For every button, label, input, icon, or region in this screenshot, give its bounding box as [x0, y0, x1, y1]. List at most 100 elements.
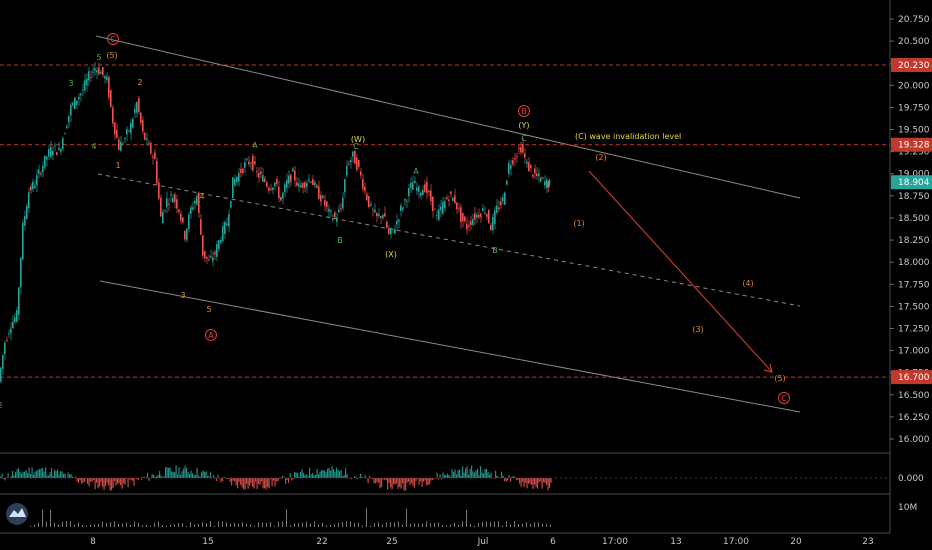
- candle-body[interactable]: [206, 256, 208, 259]
- candle-body[interactable]: [382, 215, 384, 218]
- candle-body[interactable]: [254, 161, 256, 165]
- candle-body[interactable]: [108, 77, 110, 98]
- candle-body[interactable]: [184, 231, 186, 240]
- candle-body[interactable]: [282, 192, 284, 199]
- candle-body[interactable]: [14, 317, 16, 322]
- candle-body[interactable]: [286, 179, 288, 188]
- candle-body[interactable]: [178, 209, 180, 212]
- candle-body[interactable]: [236, 176, 238, 183]
- candle-body[interactable]: [190, 207, 192, 214]
- candle-body[interactable]: [392, 228, 394, 230]
- candle-body[interactable]: [272, 187, 274, 191]
- candle-body[interactable]: [318, 186, 320, 199]
- candle-body[interactable]: [170, 194, 172, 196]
- candle-body[interactable]: [106, 76, 108, 81]
- candle-body[interactable]: [228, 214, 230, 227]
- candle-body[interactable]: [380, 216, 382, 218]
- candle-body[interactable]: [58, 148, 60, 150]
- candle-body[interactable]: [256, 170, 258, 172]
- candle-body[interactable]: [158, 182, 160, 199]
- candle-body[interactable]: [498, 207, 500, 210]
- candle-body[interactable]: [90, 77, 92, 79]
- candle-body[interactable]: [224, 222, 226, 234]
- candle-body[interactable]: [548, 179, 551, 186]
- candle-body[interactable]: [202, 235, 204, 256]
- candle-body[interactable]: [426, 181, 428, 193]
- candle-body[interactable]: [298, 183, 300, 187]
- candle-body[interactable]: [212, 257, 214, 262]
- candle-body[interactable]: [406, 200, 408, 202]
- candle-body[interactable]: [490, 224, 492, 231]
- candle-body[interactable]: [128, 130, 130, 132]
- candle-body[interactable]: [518, 148, 520, 149]
- candle-body[interactable]: [48, 149, 50, 157]
- candle-body[interactable]: [492, 217, 494, 231]
- candle-body[interactable]: [192, 207, 194, 210]
- candle-body[interactable]: [350, 159, 352, 163]
- candle-body[interactable]: [216, 244, 218, 257]
- candle-body[interactable]: [448, 199, 450, 202]
- candle-body[interactable]: [386, 221, 388, 228]
- candle-body[interactable]: [424, 184, 426, 192]
- candle-body[interactable]: [154, 152, 156, 160]
- candle-body[interactable]: [470, 221, 472, 226]
- candle-body[interactable]: [260, 171, 262, 175]
- candle-body[interactable]: [494, 210, 496, 225]
- candle-body[interactable]: [44, 155, 46, 168]
- channel-lower-line[interactable]: [99, 280, 801, 413]
- candle-body[interactable]: [378, 214, 380, 217]
- candle-body[interactable]: [232, 177, 234, 199]
- candle-body[interactable]: [460, 207, 462, 223]
- candle-body[interactable]: [34, 185, 36, 189]
- candle-body[interactable]: [316, 185, 318, 188]
- candle-body[interactable]: [322, 195, 324, 199]
- candle-body[interactable]: [418, 186, 420, 192]
- candle-body[interactable]: [296, 182, 298, 186]
- candle-body[interactable]: [522, 144, 524, 153]
- candle-body[interactable]: [32, 181, 34, 190]
- candle-body[interactable]: [40, 173, 42, 175]
- candle-body[interactable]: [8, 333, 10, 335]
- candle-body[interactable]: [152, 156, 154, 158]
- candle-body[interactable]: [454, 195, 456, 203]
- candle-body[interactable]: [240, 168, 242, 173]
- candle-body[interactable]: [200, 219, 202, 235]
- candle-body[interactable]: [162, 212, 164, 224]
- candle-body[interactable]: [372, 209, 374, 211]
- candle-body[interactable]: [84, 80, 86, 91]
- candle-body[interactable]: [528, 162, 530, 172]
- candle-body[interactable]: [182, 217, 184, 223]
- candle-body[interactable]: [472, 219, 474, 225]
- candle-body[interactable]: [342, 197, 344, 209]
- candle-body[interactable]: [366, 194, 368, 201]
- candle-body[interactable]: [264, 178, 266, 182]
- candle-body[interactable]: [244, 162, 246, 168]
- candle-body[interactable]: [38, 169, 40, 174]
- candle-body[interactable]: [218, 240, 220, 250]
- candle-body[interactable]: [2, 354, 4, 369]
- candle-body[interactable]: [364, 186, 366, 191]
- channel-upper-line[interactable]: [95, 35, 801, 199]
- candle-body[interactable]: [394, 229, 396, 234]
- candle-body[interactable]: [268, 187, 270, 191]
- candle-body[interactable]: [520, 147, 522, 153]
- candle-body[interactable]: [246, 159, 248, 161]
- channel-mid-line[interactable]: [97, 173, 801, 307]
- candle-body[interactable]: [390, 228, 392, 235]
- candle-body[interactable]: [112, 107, 114, 124]
- candle-body[interactable]: [444, 200, 446, 209]
- candle-body[interactable]: [312, 179, 314, 186]
- candle-body[interactable]: [144, 132, 146, 140]
- candle-body[interactable]: [544, 181, 546, 186]
- candle-body[interactable]: [480, 213, 482, 218]
- tradingview-logo[interactable]: [6, 503, 28, 525]
- candle-body[interactable]: [504, 192, 506, 205]
- candle-body[interactable]: [320, 195, 322, 202]
- candle-body[interactable]: [532, 174, 534, 177]
- candle-body[interactable]: [344, 179, 346, 193]
- candle-body[interactable]: [72, 102, 74, 106]
- candle-body[interactable]: [204, 250, 206, 259]
- candle-body[interactable]: [510, 165, 512, 169]
- candle-body[interactable]: [26, 206, 28, 219]
